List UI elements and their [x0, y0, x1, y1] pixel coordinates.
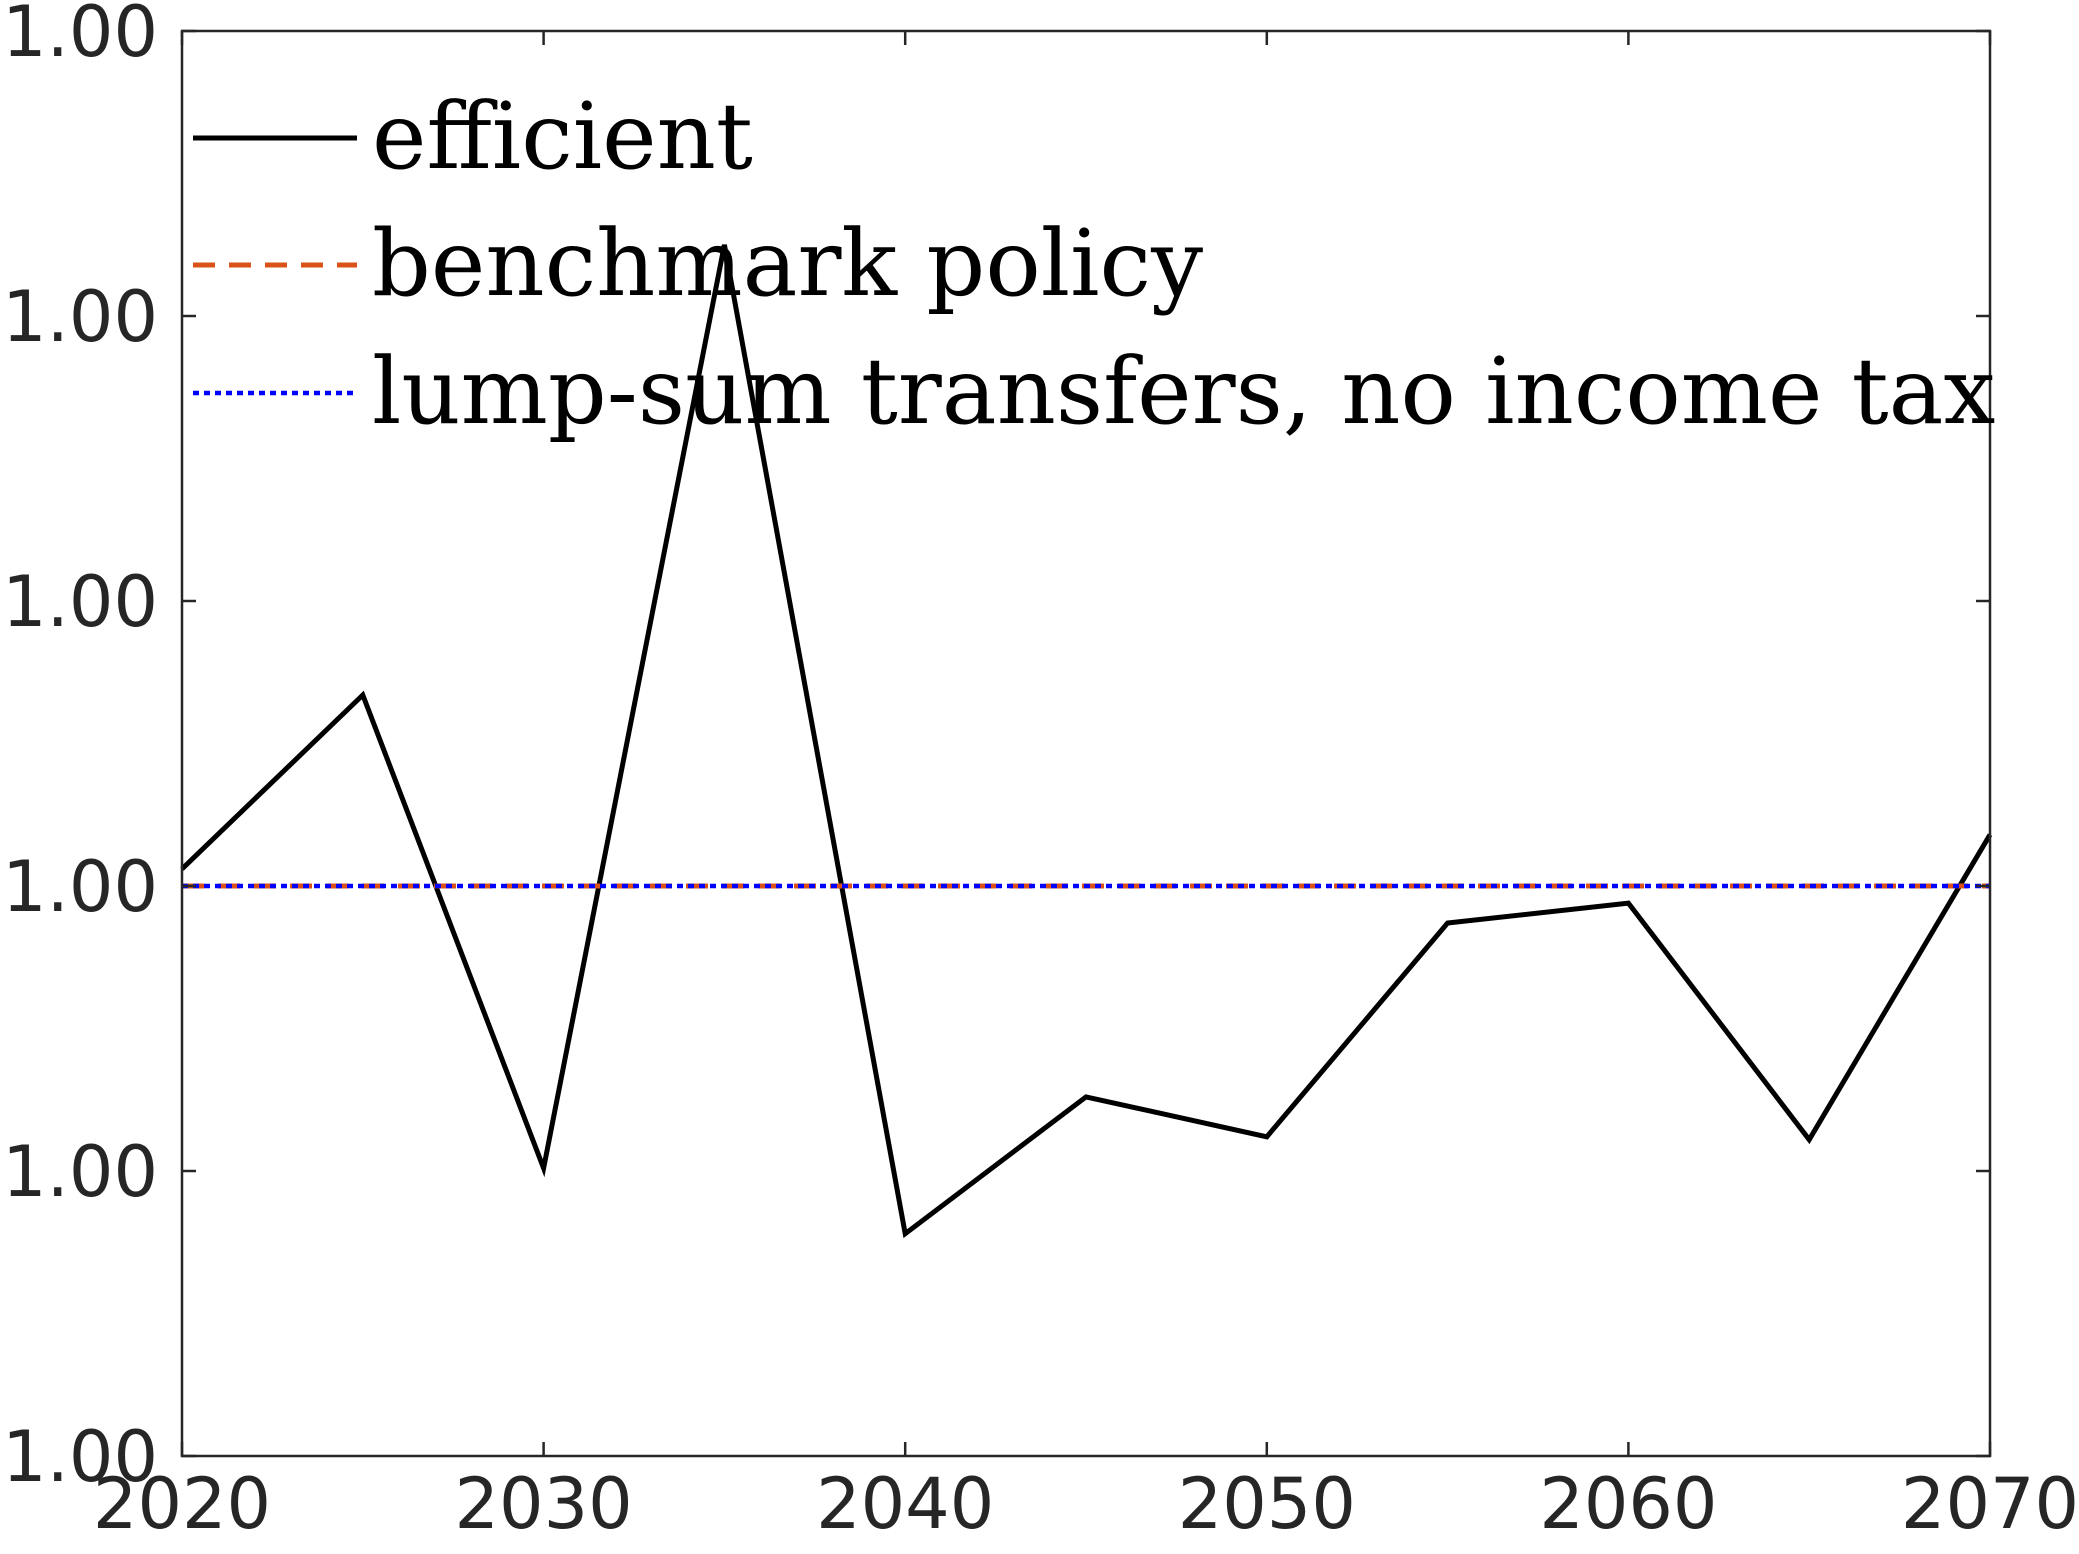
x-tick-label: 2030 — [455, 1463, 633, 1545]
y-tick-label: 1.00 — [2, 0, 158, 73]
y-tick-label: 1.00 — [2, 1131, 158, 1213]
x-tick-label: 2060 — [1539, 1463, 1717, 1545]
y-tick-label: 1.00 — [2, 561, 158, 643]
y-tick-label: 1.00 — [2, 1416, 158, 1498]
series-line-1 — [180, 244, 1993, 1239]
x-tick-label: 2070 — [1901, 1463, 2079, 1545]
x-tick-label: 2040 — [816, 1463, 994, 1545]
x-tick-label: 2020 — [93, 1463, 271, 1545]
legend-label-2: benchmark policy — [372, 210, 1203, 317]
legend: efficient benchmark policy lump-sum transf… — [193, 83, 1995, 445]
legend-label-1: efficient — [372, 83, 753, 190]
legend-label-3: lump-sum transfers, no income tax — [372, 338, 1995, 445]
series-layer — [180, 244, 1993, 1239]
x-tick-label: 2050 — [1178, 1463, 1356, 1545]
y-tick-label: 1.00 — [2, 276, 158, 358]
plot-frame — [180, 29, 1992, 1458]
y-tick-label: 1.00 — [2, 846, 158, 928]
